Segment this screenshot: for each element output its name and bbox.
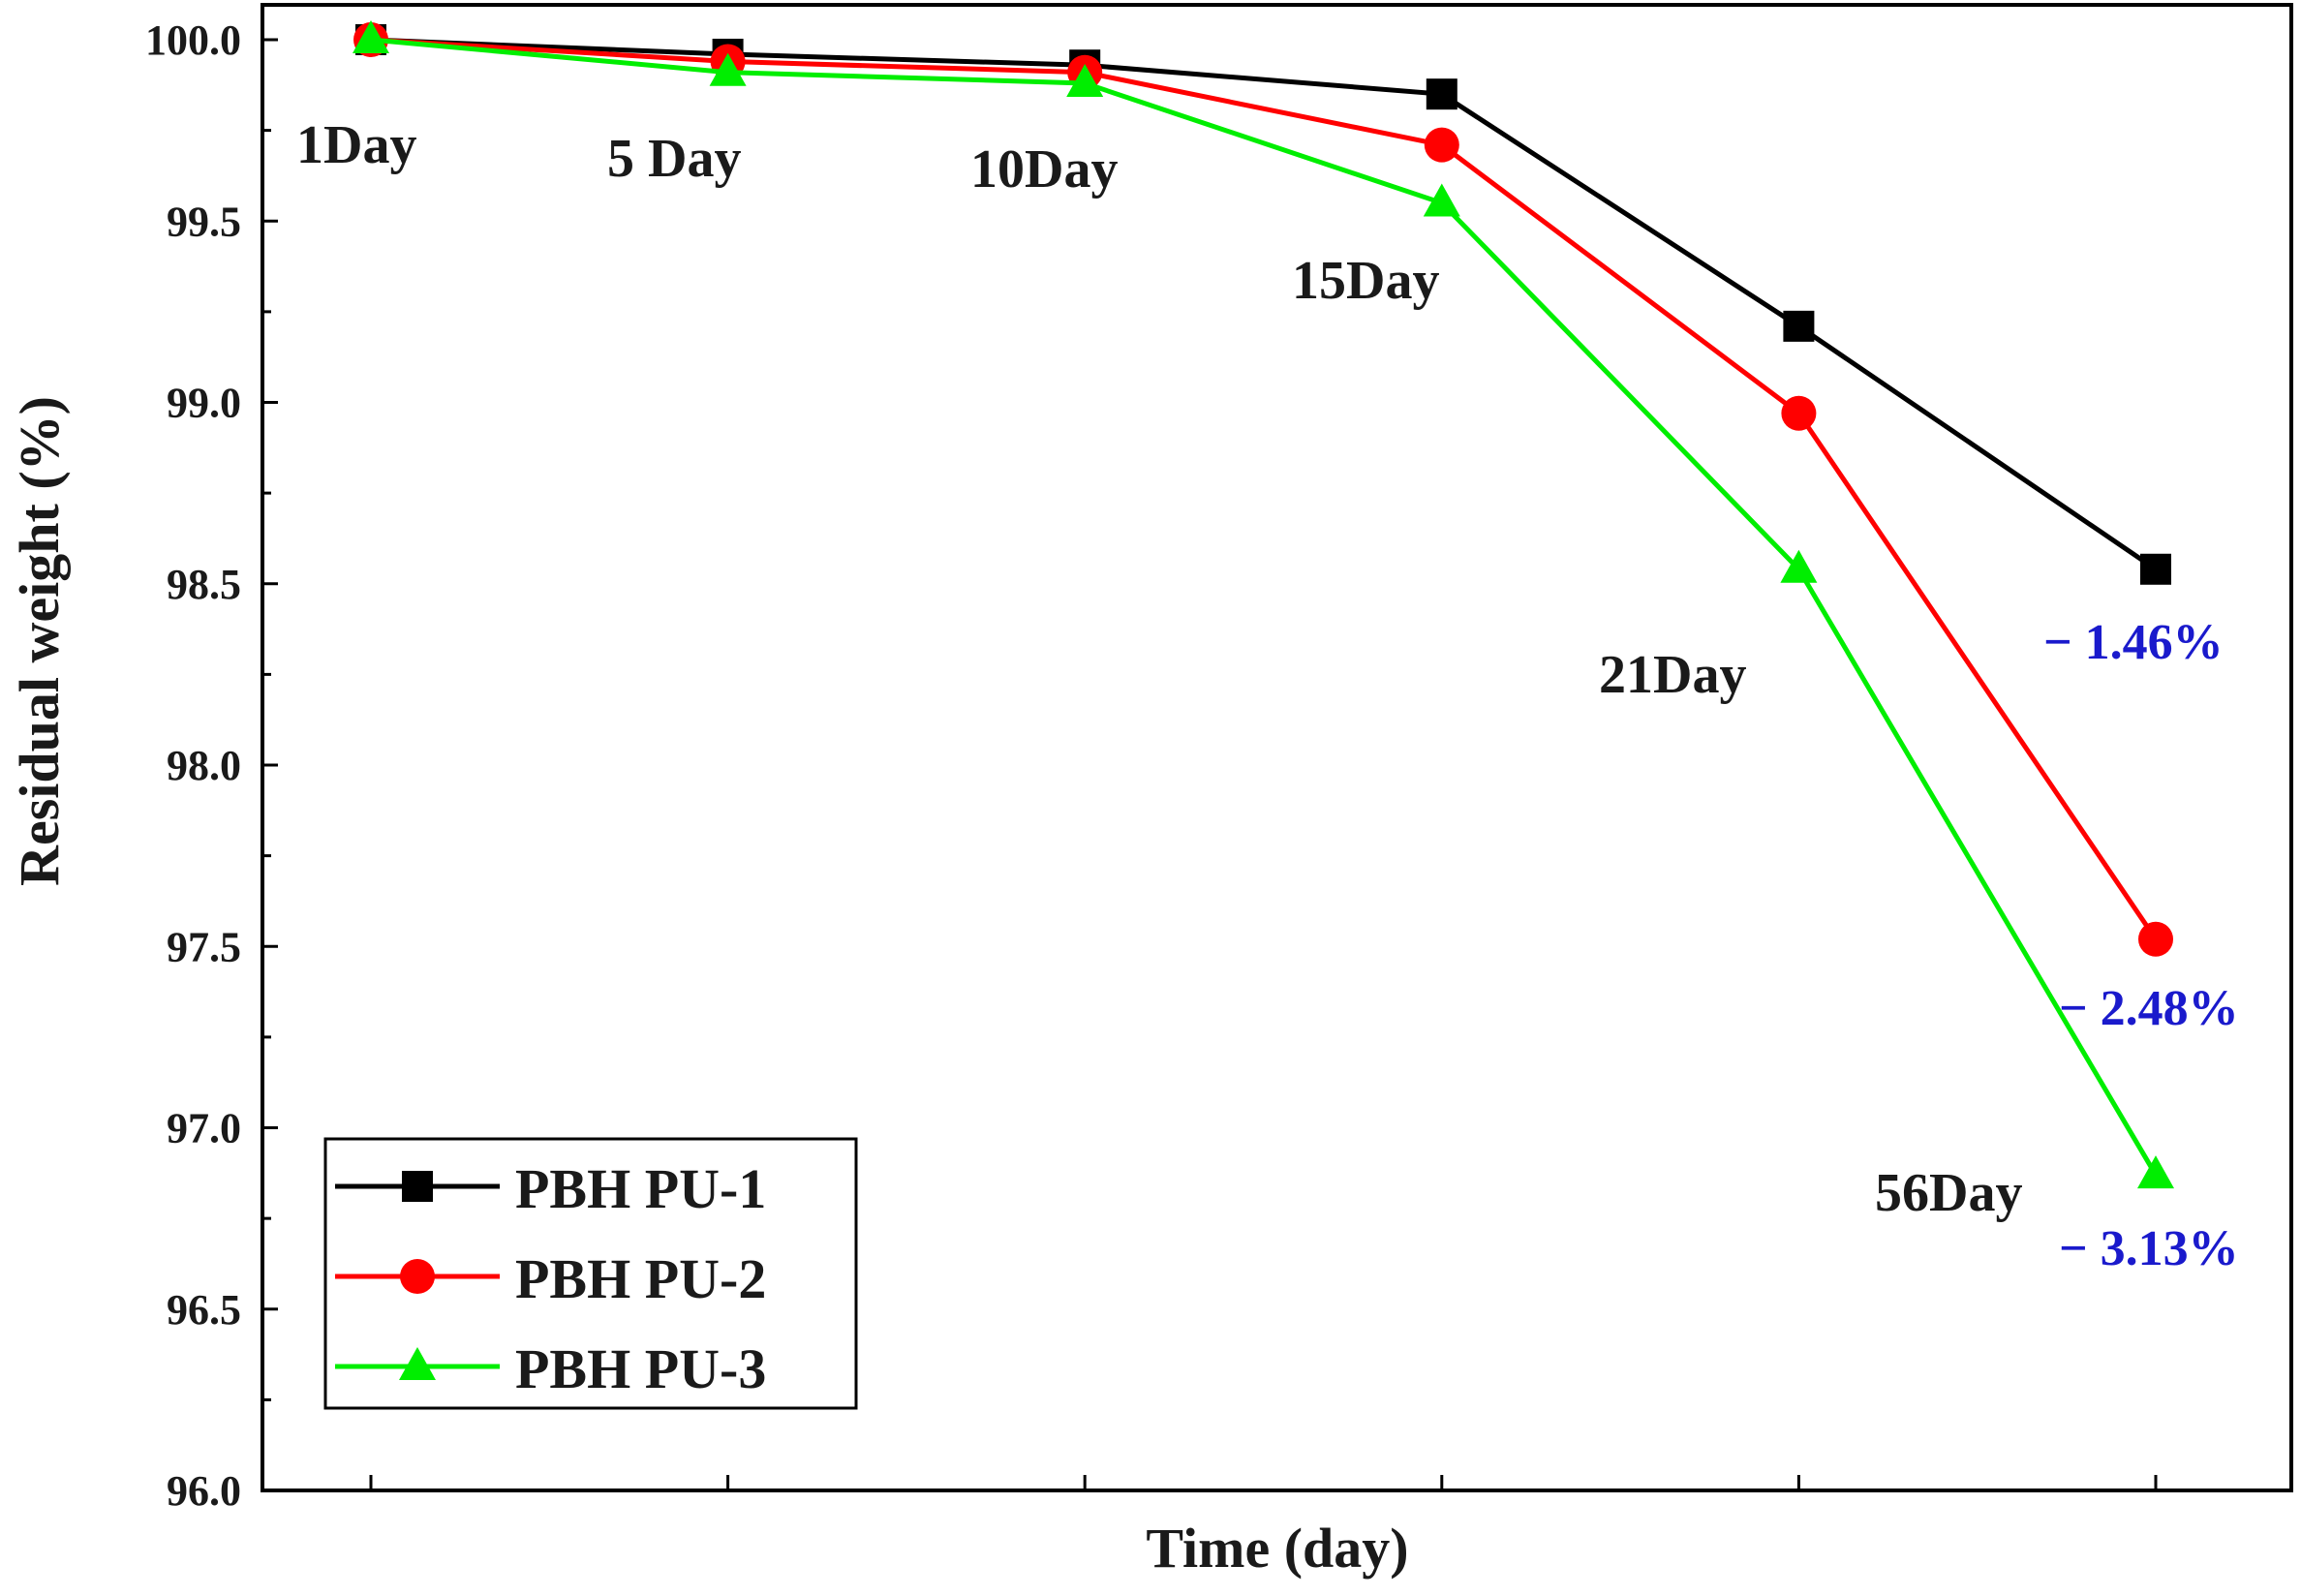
series-line (370, 37, 2158, 571)
loss-label-pu3: − 3.13% (2059, 1221, 2239, 1276)
y-tick-label: 97.5 (167, 923, 241, 970)
y-tick-label: 96.5 (167, 1286, 241, 1334)
y-tick-label: 98.0 (167, 742, 241, 789)
day-label-5: 5 Day (607, 129, 741, 189)
data-point (1426, 78, 1457, 110)
day-label-21: 21Day (1599, 645, 1746, 705)
day-label-10: 10Day (970, 139, 1118, 200)
legend: PBH PU-1 PBH PU-2 PBH PU-3 (323, 1137, 858, 1410)
legend-label-pu3: PBH PU-3 (515, 1337, 766, 1400)
y-tick-label: 99.5 (167, 198, 241, 245)
y-axis-title: Residual weight (%) (8, 396, 71, 886)
series-line (370, 37, 2159, 941)
y-tick-label: 98.5 (167, 561, 241, 608)
legend-marker (402, 1171, 433, 1202)
plot-frame (261, 3, 2293, 1492)
y-tick-label: 100.0 (145, 16, 241, 64)
x-axis-ticks (369, 1475, 2158, 1490)
loss-label-pu1: − 1.46% (2043, 615, 2224, 670)
legend-marker (399, 1347, 436, 1380)
y-tick-label: 99.0 (167, 380, 241, 427)
axes (261, 3, 2293, 1492)
data-point (2140, 553, 2171, 585)
loss-label-pu2: − 2.48% (2059, 981, 2239, 1036)
loss-labels: − 1.46% − 2.48% − 3.13% (2043, 615, 2239, 1276)
y-tick-label: 96.0 (167, 1467, 241, 1515)
legend-marker (400, 1259, 435, 1294)
data-point (1783, 310, 1815, 342)
day-label-15: 15Day (1292, 251, 1439, 311)
y-axis-ticks: 96.0 96.5 97.0 97.5 98.0 98.5 99.0 99.5 100.0 (145, 16, 278, 1515)
legend-label-pu1: PBH PU-1 (515, 1157, 766, 1220)
data-point (353, 20, 389, 53)
legend-label-pu2: PBH PU-2 (515, 1247, 766, 1310)
data-point (2137, 1155, 2174, 1189)
data-point (1781, 395, 1817, 431)
x-axis-title: Time (day) (1146, 1517, 1408, 1580)
data-point (1424, 127, 1459, 163)
day-label-1: 1Day (296, 115, 416, 175)
data-point (1780, 549, 1818, 583)
data-point (1066, 63, 1104, 97)
data-point (1423, 183, 1460, 217)
data-point (2138, 921, 2173, 957)
series-3 (353, 20, 2174, 1189)
day-labels: 1Day 5 Day 10Day 15Day 21Day 56Day (296, 115, 2022, 1223)
series-layer (353, 20, 2174, 1189)
y-tick-label: 97.0 (167, 1105, 241, 1152)
series-line (370, 37, 2159, 1177)
data-point (709, 52, 747, 86)
day-label-56: 56Day (1875, 1163, 2022, 1223)
